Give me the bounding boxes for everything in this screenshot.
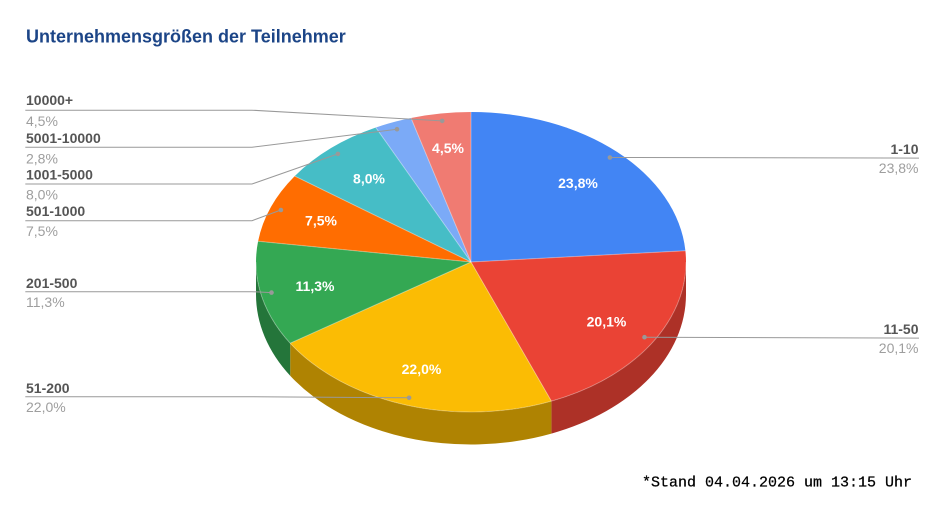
svg-text:23,8%: 23,8% bbox=[558, 175, 598, 191]
svg-text:11,3%: 11,3% bbox=[296, 278, 335, 294]
svg-text:4,5%: 4,5% bbox=[432, 140, 464, 156]
svg-text:10000+: 10000+ bbox=[26, 92, 73, 108]
svg-text:20,1%: 20,1% bbox=[587, 314, 627, 330]
svg-text:7,5%: 7,5% bbox=[305, 213, 337, 229]
svg-text:22,0%: 22,0% bbox=[26, 399, 66, 415]
svg-text:5001-10000: 5001-10000 bbox=[26, 130, 101, 146]
svg-text:Unternehmensgrößen der Teilneh: Unternehmensgrößen der Teilnehmer bbox=[26, 27, 346, 47]
svg-text:2,8%: 2,8% bbox=[26, 151, 58, 167]
svg-text:201-500: 201-500 bbox=[26, 275, 78, 291]
svg-text:11-50: 11-50 bbox=[883, 321, 918, 337]
svg-text:1001-5000: 1001-5000 bbox=[26, 167, 93, 183]
svg-text:4,5%: 4,5% bbox=[26, 113, 58, 129]
svg-text:8,0%: 8,0% bbox=[353, 171, 385, 187]
svg-text:8,0%: 8,0% bbox=[26, 187, 58, 203]
svg-text:501-1000: 501-1000 bbox=[26, 203, 85, 219]
svg-text:11,3%: 11,3% bbox=[26, 294, 65, 310]
svg-text:22,0%: 22,0% bbox=[402, 361, 442, 377]
svg-text:1-10: 1-10 bbox=[890, 141, 918, 157]
svg-text:51-200: 51-200 bbox=[26, 380, 70, 396]
svg-text:*Stand 04.04.2026 um 13:15 Uhr: *Stand 04.04.2026 um 13:15 Uhr bbox=[642, 475, 912, 492]
svg-text:7,5%: 7,5% bbox=[26, 223, 58, 239]
svg-text:23,8%: 23,8% bbox=[879, 160, 919, 176]
svg-text:20,1%: 20,1% bbox=[879, 340, 919, 356]
